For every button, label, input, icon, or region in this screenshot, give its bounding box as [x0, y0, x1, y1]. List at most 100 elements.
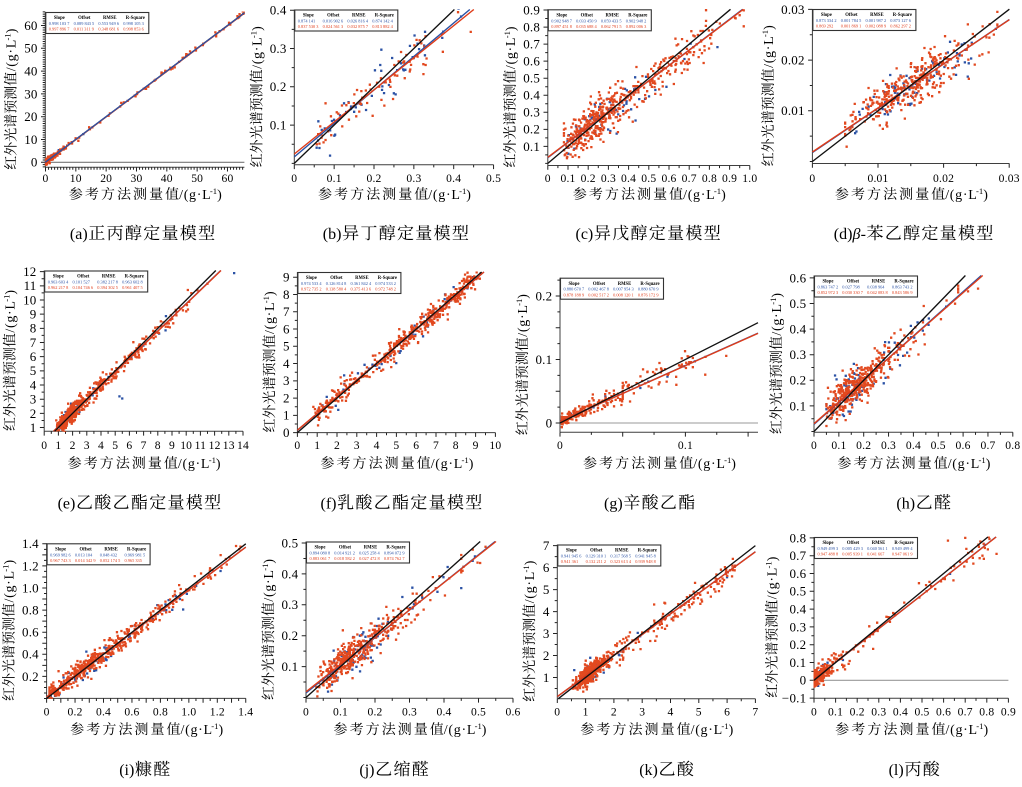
svg-text:0.8: 0.8: [523, 20, 540, 35]
svg-text:0.02: 0.02: [781, 53, 805, 68]
svg-text:Slope: Slope: [566, 549, 577, 554]
svg-text:0.7: 0.7: [958, 706, 973, 719]
svg-text:5: 5: [543, 582, 550, 597]
svg-text:1.0: 1.0: [181, 706, 196, 719]
svg-text:0.2: 0.2: [856, 439, 871, 452]
svg-text:0: 0: [303, 706, 309, 719]
svg-text:0.8: 0.8: [979, 706, 994, 719]
svg-text:4: 4: [668, 706, 674, 719]
svg-text:7: 7: [283, 304, 290, 319]
svg-text:RMSE: RMSE: [104, 547, 118, 552]
svg-text:10: 10: [70, 172, 82, 185]
svg-text:0.4: 0.4: [96, 706, 111, 719]
svg-text:0.016 902 6: 0.016 902 6: [323, 19, 344, 24]
svg-text:Offset: Offset: [330, 276, 343, 281]
svg-text:0.2: 0.2: [22, 669, 39, 684]
svg-text:0.4: 0.4: [621, 172, 636, 185]
svg-text:0.4: 0.4: [281, 566, 298, 581]
svg-text:0: 0: [41, 439, 47, 452]
svg-text:R-Square: R-Square: [893, 13, 912, 18]
svg-text:Offset: Offset: [78, 16, 91, 21]
svg-text:(h): (h): [896, 495, 915, 512]
svg-text:(a): (a): [70, 226, 88, 243]
svg-text:0.553 949 6: 0.553 949 6: [98, 21, 119, 26]
svg-text:−0.1: −0.1: [782, 691, 806, 706]
svg-text:R-Square: R-Square: [386, 546, 405, 551]
svg-text:0.902 948 7: 0.902 948 7: [551, 18, 572, 23]
svg-text:8: 8: [155, 439, 161, 452]
svg-text:6: 6: [543, 560, 550, 575]
svg-text:0.5: 0.5: [281, 535, 298, 550]
svg-text:0.3: 0.3: [406, 172, 421, 185]
svg-text:0.024 561 3: 0.024 561 3: [323, 24, 344, 29]
svg-text:0.348 681 6: 0.348 681 6: [98, 27, 119, 32]
svg-text:0.027 472 8: 0.027 472 8: [359, 556, 380, 561]
svg-text:9: 9: [283, 270, 290, 285]
svg-text:5: 5: [30, 363, 37, 378]
svg-text:0.018 582 2: 0.018 582 2: [334, 556, 355, 561]
svg-text:7: 7: [752, 706, 758, 719]
svg-text:0: 0: [811, 706, 817, 719]
svg-text:6: 6: [724, 706, 730, 719]
svg-text:0.947 061 9: 0.947 061 9: [892, 552, 913, 557]
svg-text:0.8: 0.8: [702, 172, 717, 185]
svg-text:(j): (j): [359, 762, 374, 779]
svg-text:50: 50: [24, 41, 37, 56]
svg-text:RMSE: RMSE: [103, 16, 117, 21]
svg-text:0.1: 0.1: [831, 439, 846, 452]
svg-text:Slope: Slope: [823, 280, 834, 285]
svg-text:0.941 945 8: 0.941 945 8: [635, 554, 656, 559]
svg-text:0.6: 0.6: [505, 706, 520, 719]
svg-text:0.1: 0.1: [678, 439, 693, 452]
svg-text:0.394 302 5: 0.394 302 5: [97, 285, 118, 290]
svg-text:0.949 499 3: 0.949 499 3: [818, 546, 839, 551]
svg-text:0.4: 0.4: [446, 172, 461, 185]
svg-text:60: 60: [222, 172, 234, 185]
svg-text:RMSE: RMSE: [872, 541, 886, 546]
svg-text:0.998 105 3: 0.998 105 3: [123, 21, 144, 26]
svg-text:0.1: 0.1: [523, 139, 540, 154]
svg-text:0.361 842 4: 0.361 842 4: [351, 281, 372, 286]
svg-text:0.873 127 6: 0.873 127 6: [890, 18, 911, 23]
svg-text:7: 7: [30, 335, 37, 350]
svg-text:9: 9: [169, 439, 175, 452]
svg-text:RMSE: RMSE: [102, 275, 116, 280]
svg-text:0.974 533 2: 0.974 533 2: [375, 281, 396, 286]
svg-text:0.5: 0.5: [789, 584, 806, 599]
svg-text:12: 12: [209, 439, 221, 452]
svg-text:0: 0: [31, 155, 38, 170]
svg-text:0.7: 0.7: [682, 172, 697, 185]
svg-text:RMSE: RMSE: [606, 13, 620, 18]
svg-text:1: 1: [30, 420, 37, 435]
svg-text:(k): (k): [639, 762, 658, 779]
svg-text:0.969 981 5: 0.969 981 5: [125, 552, 146, 557]
svg-text:6: 6: [283, 321, 290, 336]
svg-text:0.3: 0.3: [270, 41, 287, 56]
svg-text:0.8: 0.8: [22, 603, 39, 618]
svg-text:0.005 429 3: 0.005 429 3: [842, 546, 863, 551]
svg-text:0.902 948 2: 0.902 948 2: [626, 18, 647, 23]
svg-text:14: 14: [237, 439, 249, 452]
svg-text:0.025 258 4: 0.025 258 4: [359, 551, 380, 556]
svg-text:0.4: 0.4: [789, 322, 806, 337]
svg-text:2: 2: [70, 439, 76, 452]
svg-text:0.8: 0.8: [1005, 439, 1020, 452]
svg-text:11: 11: [195, 439, 207, 452]
svg-text:Slope: Slope: [823, 541, 834, 546]
svg-text:R-Square: R-Square: [894, 280, 913, 285]
svg-text:RMSE: RMSE: [364, 546, 378, 551]
svg-text:0.972 748 2: 0.972 748 2: [375, 287, 396, 292]
svg-text:0.2: 0.2: [789, 637, 806, 652]
svg-text:0: 0: [557, 439, 563, 452]
svg-text:0.878 188 9: 0.878 188 9: [564, 292, 585, 297]
svg-text:0.03: 0.03: [999, 172, 1020, 185]
svg-text:0.6: 0.6: [789, 270, 806, 285]
svg-text:0.052 174 5: 0.052 174 5: [100, 558, 121, 563]
svg-text:0.041 667: 0.041 667: [867, 552, 885, 557]
svg-text:0.6: 0.6: [22, 625, 39, 640]
svg-text:0.1: 0.1: [327, 172, 342, 185]
svg-text:0.014 342 9: 0.014 342 9: [75, 558, 96, 563]
svg-text:2: 2: [283, 391, 290, 406]
svg-text:1: 1: [314, 439, 320, 452]
svg-text:2: 2: [543, 648, 550, 663]
